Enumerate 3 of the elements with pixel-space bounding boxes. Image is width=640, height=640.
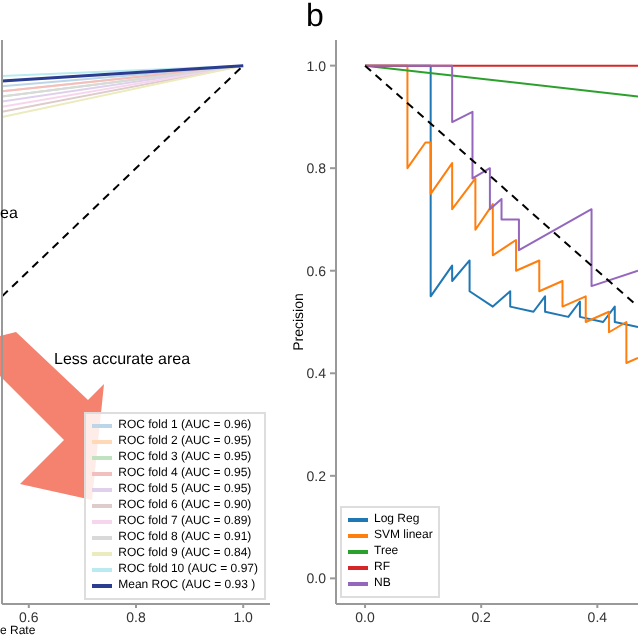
annotation: Less accurate area: [54, 350, 191, 368]
annotation: ea: [0, 204, 18, 222]
chart-title: b: [306, 0, 324, 36]
